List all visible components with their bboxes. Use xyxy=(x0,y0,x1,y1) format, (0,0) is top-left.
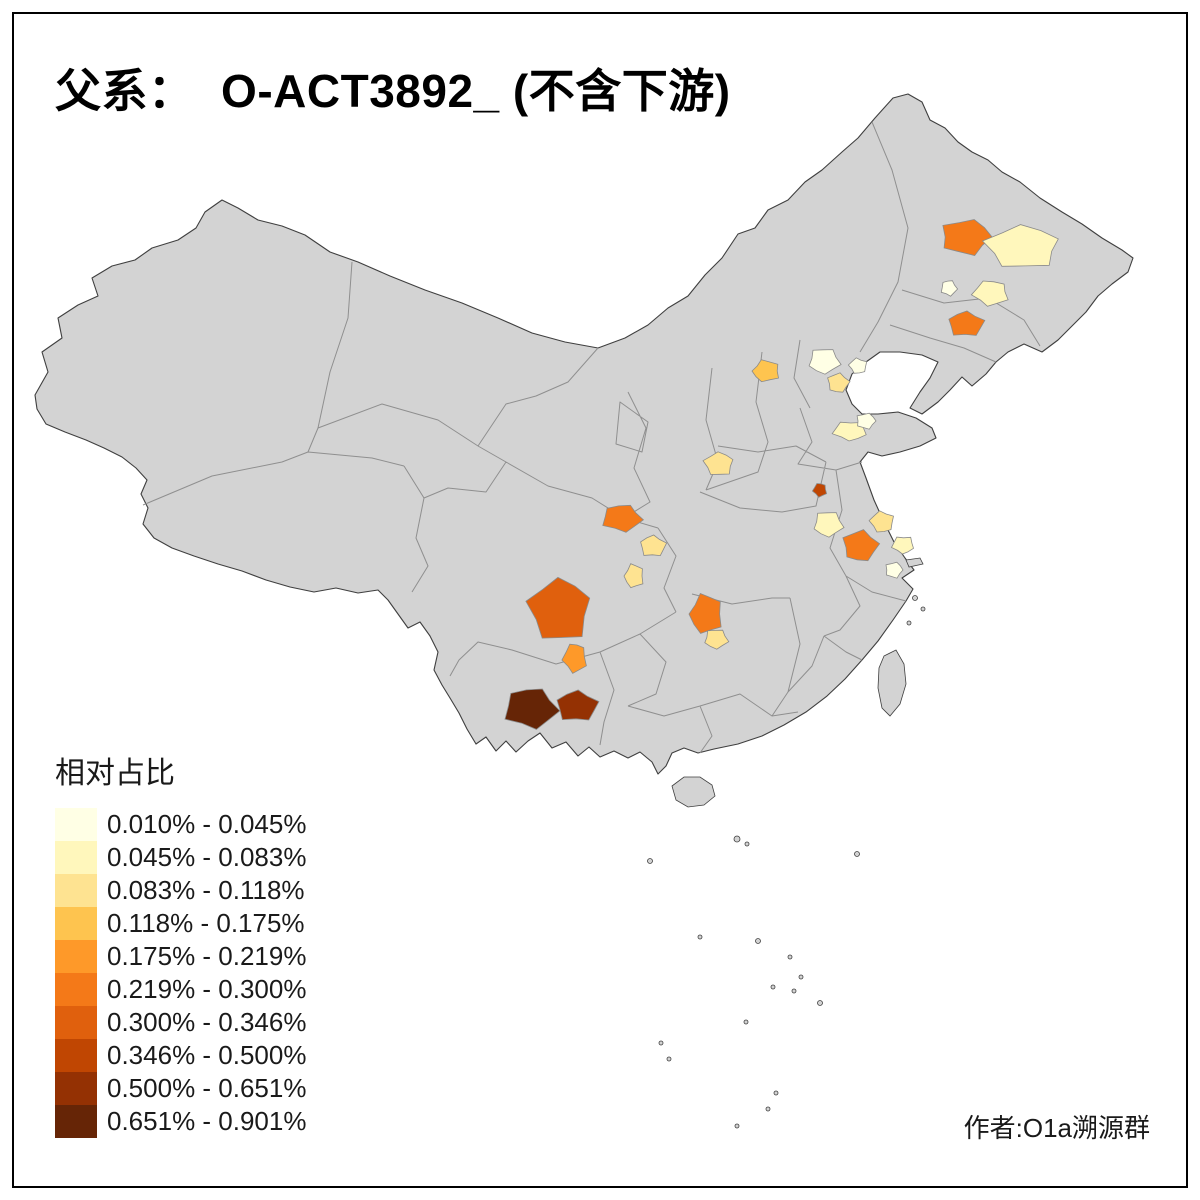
legend-range-label: 0.651% - 0.901% xyxy=(107,1106,307,1136)
map-region-shandong-west xyxy=(831,421,867,442)
legend-swatch xyxy=(55,1006,97,1039)
south-china-sea-islets xyxy=(647,595,926,1129)
map-region-tianjin xyxy=(827,372,851,393)
china-mainland xyxy=(34,93,1134,775)
legend-swatch xyxy=(55,1039,97,1072)
map-region-jilin-northwest xyxy=(940,280,959,297)
legend-swatch xyxy=(55,940,97,973)
map-region-anhui-central xyxy=(842,529,881,562)
map-region-hebei-northwest xyxy=(751,359,779,383)
map-region-yunnan-west xyxy=(504,688,561,730)
map-region-shaanxi-southeast xyxy=(640,534,668,557)
legend-range-label: 0.500% - 0.651% xyxy=(107,1073,307,1103)
map-region-jiangsu-south xyxy=(885,561,904,579)
legend-swatch xyxy=(55,841,97,874)
map-region-shaanxi-south xyxy=(602,504,645,533)
legend-range-label: 0.219% - 0.300% xyxy=(107,974,307,1004)
legend-item: 0.500% - 0.651% xyxy=(55,1072,306,1105)
map-region-beijing xyxy=(808,349,842,375)
map-region-jilin-northeast xyxy=(970,280,1009,307)
taiwan-island xyxy=(877,649,907,717)
legend-item: 0.651% - 0.901% xyxy=(55,1105,306,1138)
legend-swatch xyxy=(55,874,97,907)
legend-range-label: 0.118% - 0.175% xyxy=(107,908,305,938)
legend-swatch xyxy=(55,973,97,1006)
map-region-hunan-west xyxy=(688,592,722,634)
map-region-sichuan-northeast xyxy=(623,563,644,589)
legend-range-label: 0.045% - 0.083% xyxy=(107,842,307,872)
legend-range-label: 0.300% - 0.346% xyxy=(107,1007,307,1037)
hainan-island xyxy=(671,776,716,808)
legend-item: 0.175% - 0.219% xyxy=(55,940,306,973)
colored-prefecture-regions xyxy=(504,219,1059,730)
legend-swatch xyxy=(55,808,97,841)
legend-swatch xyxy=(55,1072,97,1105)
map-region-jiangsu-central xyxy=(868,510,894,533)
map-region-heilongjiang-west xyxy=(942,219,993,256)
map-region-sichuan-west xyxy=(525,576,591,639)
legend-range-label: 0.083% - 0.118% xyxy=(107,875,305,905)
legend-swatch xyxy=(55,1105,97,1138)
map-region-henan-central xyxy=(702,451,734,475)
map-region-jiangsu-east xyxy=(890,536,914,555)
legend-range-label: 0.175% - 0.219% xyxy=(107,941,307,971)
legend-rows: 0.010% - 0.045% 0.045% - 0.083% 0.083% - 0… xyxy=(55,808,306,1138)
legend-item: 0.300% - 0.346% xyxy=(55,1006,306,1039)
map-region-liaoning-northeast xyxy=(948,310,986,336)
map-region-shandong-north xyxy=(856,412,877,430)
attribution: 作者:O1a溯源群 xyxy=(963,1113,1150,1143)
map-region-yunnan-central xyxy=(556,689,600,721)
map-region-hunan-westcentral xyxy=(704,629,730,650)
map-region-hebei-east xyxy=(847,357,868,374)
legend-title: 相对占比 xyxy=(55,757,175,790)
legend-range-label: 0.346% - 0.500% xyxy=(107,1040,307,1070)
legend-item: 0.346% - 0.500% xyxy=(55,1039,306,1072)
legend: 相对占比 0.010% - 0.045% 0.045% - 0.083% 0.083… xyxy=(55,748,306,1138)
legend-item: 0.010% - 0.045% xyxy=(55,808,306,841)
legend-item: 0.083% - 0.118% xyxy=(55,874,306,907)
chongming-island xyxy=(905,557,924,568)
map-region-anhui-north xyxy=(811,483,828,498)
legend-item: 0.045% - 0.083% xyxy=(55,841,306,874)
map-region-sichuan-south xyxy=(561,643,587,674)
legend-item: 0.118% - 0.175% xyxy=(55,907,306,940)
legend-swatch xyxy=(55,907,97,940)
map-region-anhui-northcentral xyxy=(813,512,845,538)
legend-item: 0.219% - 0.300% xyxy=(55,973,306,1006)
page-title: 父系： O-ACT3892_ (不含下游) xyxy=(55,65,731,117)
legend-range-label: 0.010% - 0.045% xyxy=(107,809,307,839)
map-region-heilongjiang-central xyxy=(981,224,1059,267)
